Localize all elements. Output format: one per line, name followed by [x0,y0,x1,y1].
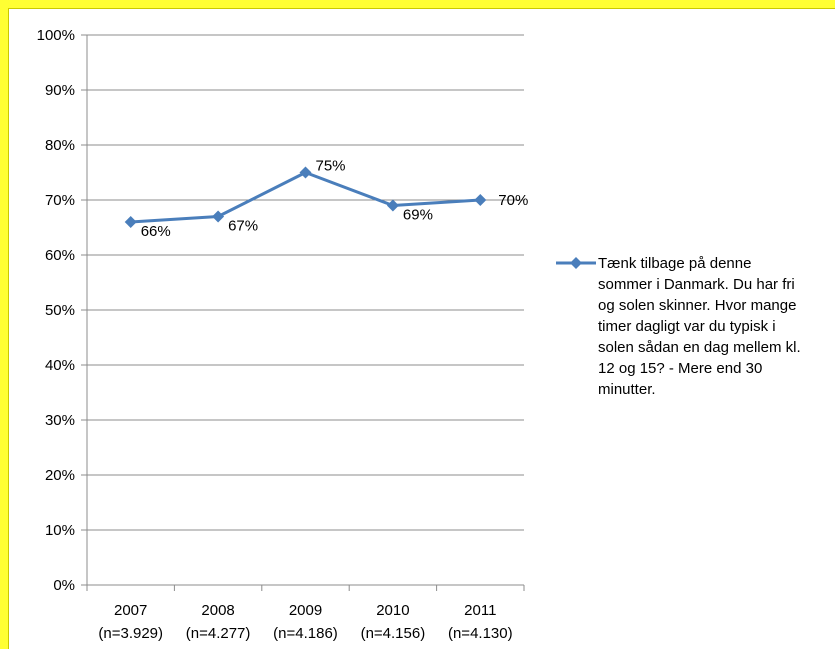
x-tick-label-count: (n=3.929) [98,625,163,642]
y-tick-label: 20% [45,467,75,484]
y-tick-label: 30% [45,412,75,429]
y-tick-label: 100% [37,27,75,44]
y-tick-label: 80% [45,137,75,154]
x-tick-label-count: (n=4.156) [361,625,426,642]
chart-frame: 0% 10% 20% 30% 40% 50% 60% 70% 80% 90% 100% 2007 (n=… [8,8,835,649]
x-tick-label-year: 2007 [114,602,147,619]
x-tick-label-year: 2011 [464,602,496,619]
line-chart: 0% 10% 20% 30% 40% 50% 60% 70% 80% 90% 100% 2007 (n=… [37,27,529,642]
y-tick-label: 60% [45,247,75,264]
x-tick-label-year: 2009 [289,602,322,619]
x-tick-label-year: 2008 [201,602,234,619]
data-point-marker [386,199,399,212]
data-point-marker [124,216,137,228]
y-tick-label: 70% [45,192,75,209]
legend: Tænk tilbage på denne sommer i Danmark. … [554,253,834,400]
legend-series-label: Tænk tilbage på denne sommer i Danmark. … [598,255,801,398]
data-point-marker [299,166,312,179]
x-tick-label-count: (n=4.130) [448,625,513,642]
data-point-marker [474,194,487,206]
x-tick-label-year: 2010 [376,602,409,619]
y-tick-label: 40% [45,357,75,374]
legend-series-marker [556,257,596,269]
y-tick-label: 90% [45,82,75,99]
data-label: 69% [403,207,433,224]
data-label: 70% [498,192,528,209]
x-tick-label-count: (n=4.277) [186,625,251,642]
y-tick-label: 0% [53,577,75,594]
y-tick-label: 10% [45,522,75,539]
y-tick-label: 50% [45,302,75,319]
x-tick-label-count: (n=4.186) [273,625,338,642]
data-point-marker [212,210,225,223]
data-label: 67% [228,218,258,235]
data-label: 66% [141,223,171,240]
data-label: 75% [316,158,346,175]
